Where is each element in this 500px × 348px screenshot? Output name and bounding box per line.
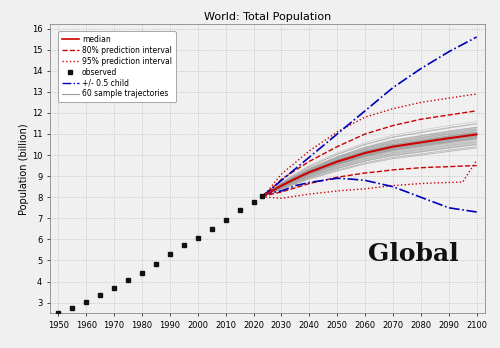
Y-axis label: Population (billion): Population (billion) [19, 123, 29, 215]
Text: Global: Global [368, 242, 458, 266]
Legend: median, 80% prediction interval, 95% prediction interval, observed, +/- 0.5 chil: median, 80% prediction interval, 95% pre… [58, 31, 176, 102]
Title: World: Total Population: World: Total Population [204, 12, 331, 22]
